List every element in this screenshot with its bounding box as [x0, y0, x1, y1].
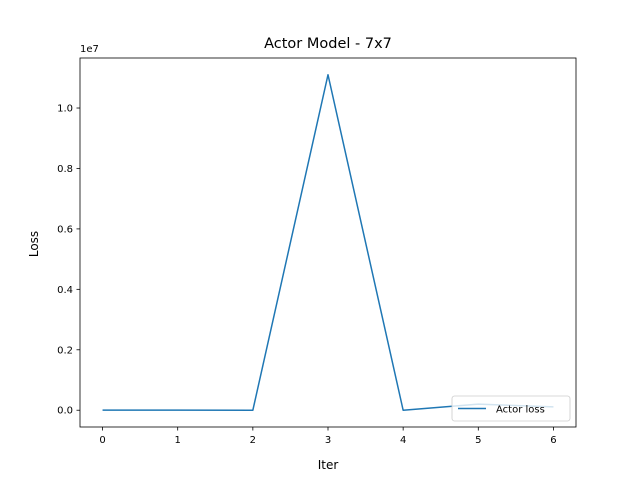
- x-tick-label: 3: [325, 435, 331, 446]
- legend-label: Actor loss: [496, 405, 545, 416]
- y-tick-label: 0.8: [57, 164, 73, 175]
- y-tick-label: 0.2: [57, 345, 73, 356]
- y-axis-label: Loss: [27, 231, 41, 257]
- x-tick-label: 5: [475, 435, 481, 446]
- y-tick-label: 1.0: [57, 104, 73, 115]
- x-tick-label: 1: [175, 435, 181, 446]
- plot-area: 0 1 2 3 4 5 6 0.0 0.2 0.4 0.6 0.8 1.0 Actor loss: [57, 57, 577, 446]
- x-tick-label: 4: [400, 435, 406, 446]
- y-tick-label: 0.6: [57, 224, 73, 235]
- x-axis-label: Iter: [318, 458, 339, 472]
- x-tick-label: 2: [250, 435, 256, 446]
- legend-box: [451, 395, 571, 422]
- chart-title: Actor Model - 7x7: [264, 36, 392, 52]
- x-tick-label: 6: [550, 435, 556, 446]
- plot-frame: [79, 57, 577, 428]
- y-tick-label: 0.0: [57, 406, 73, 417]
- y-offset-label: 1e7: [80, 44, 99, 55]
- series-line-actor-loss: [102, 74, 554, 411]
- x-tick-label: 0: [99, 435, 105, 446]
- y-tick-label: 0.4: [57, 285, 73, 296]
